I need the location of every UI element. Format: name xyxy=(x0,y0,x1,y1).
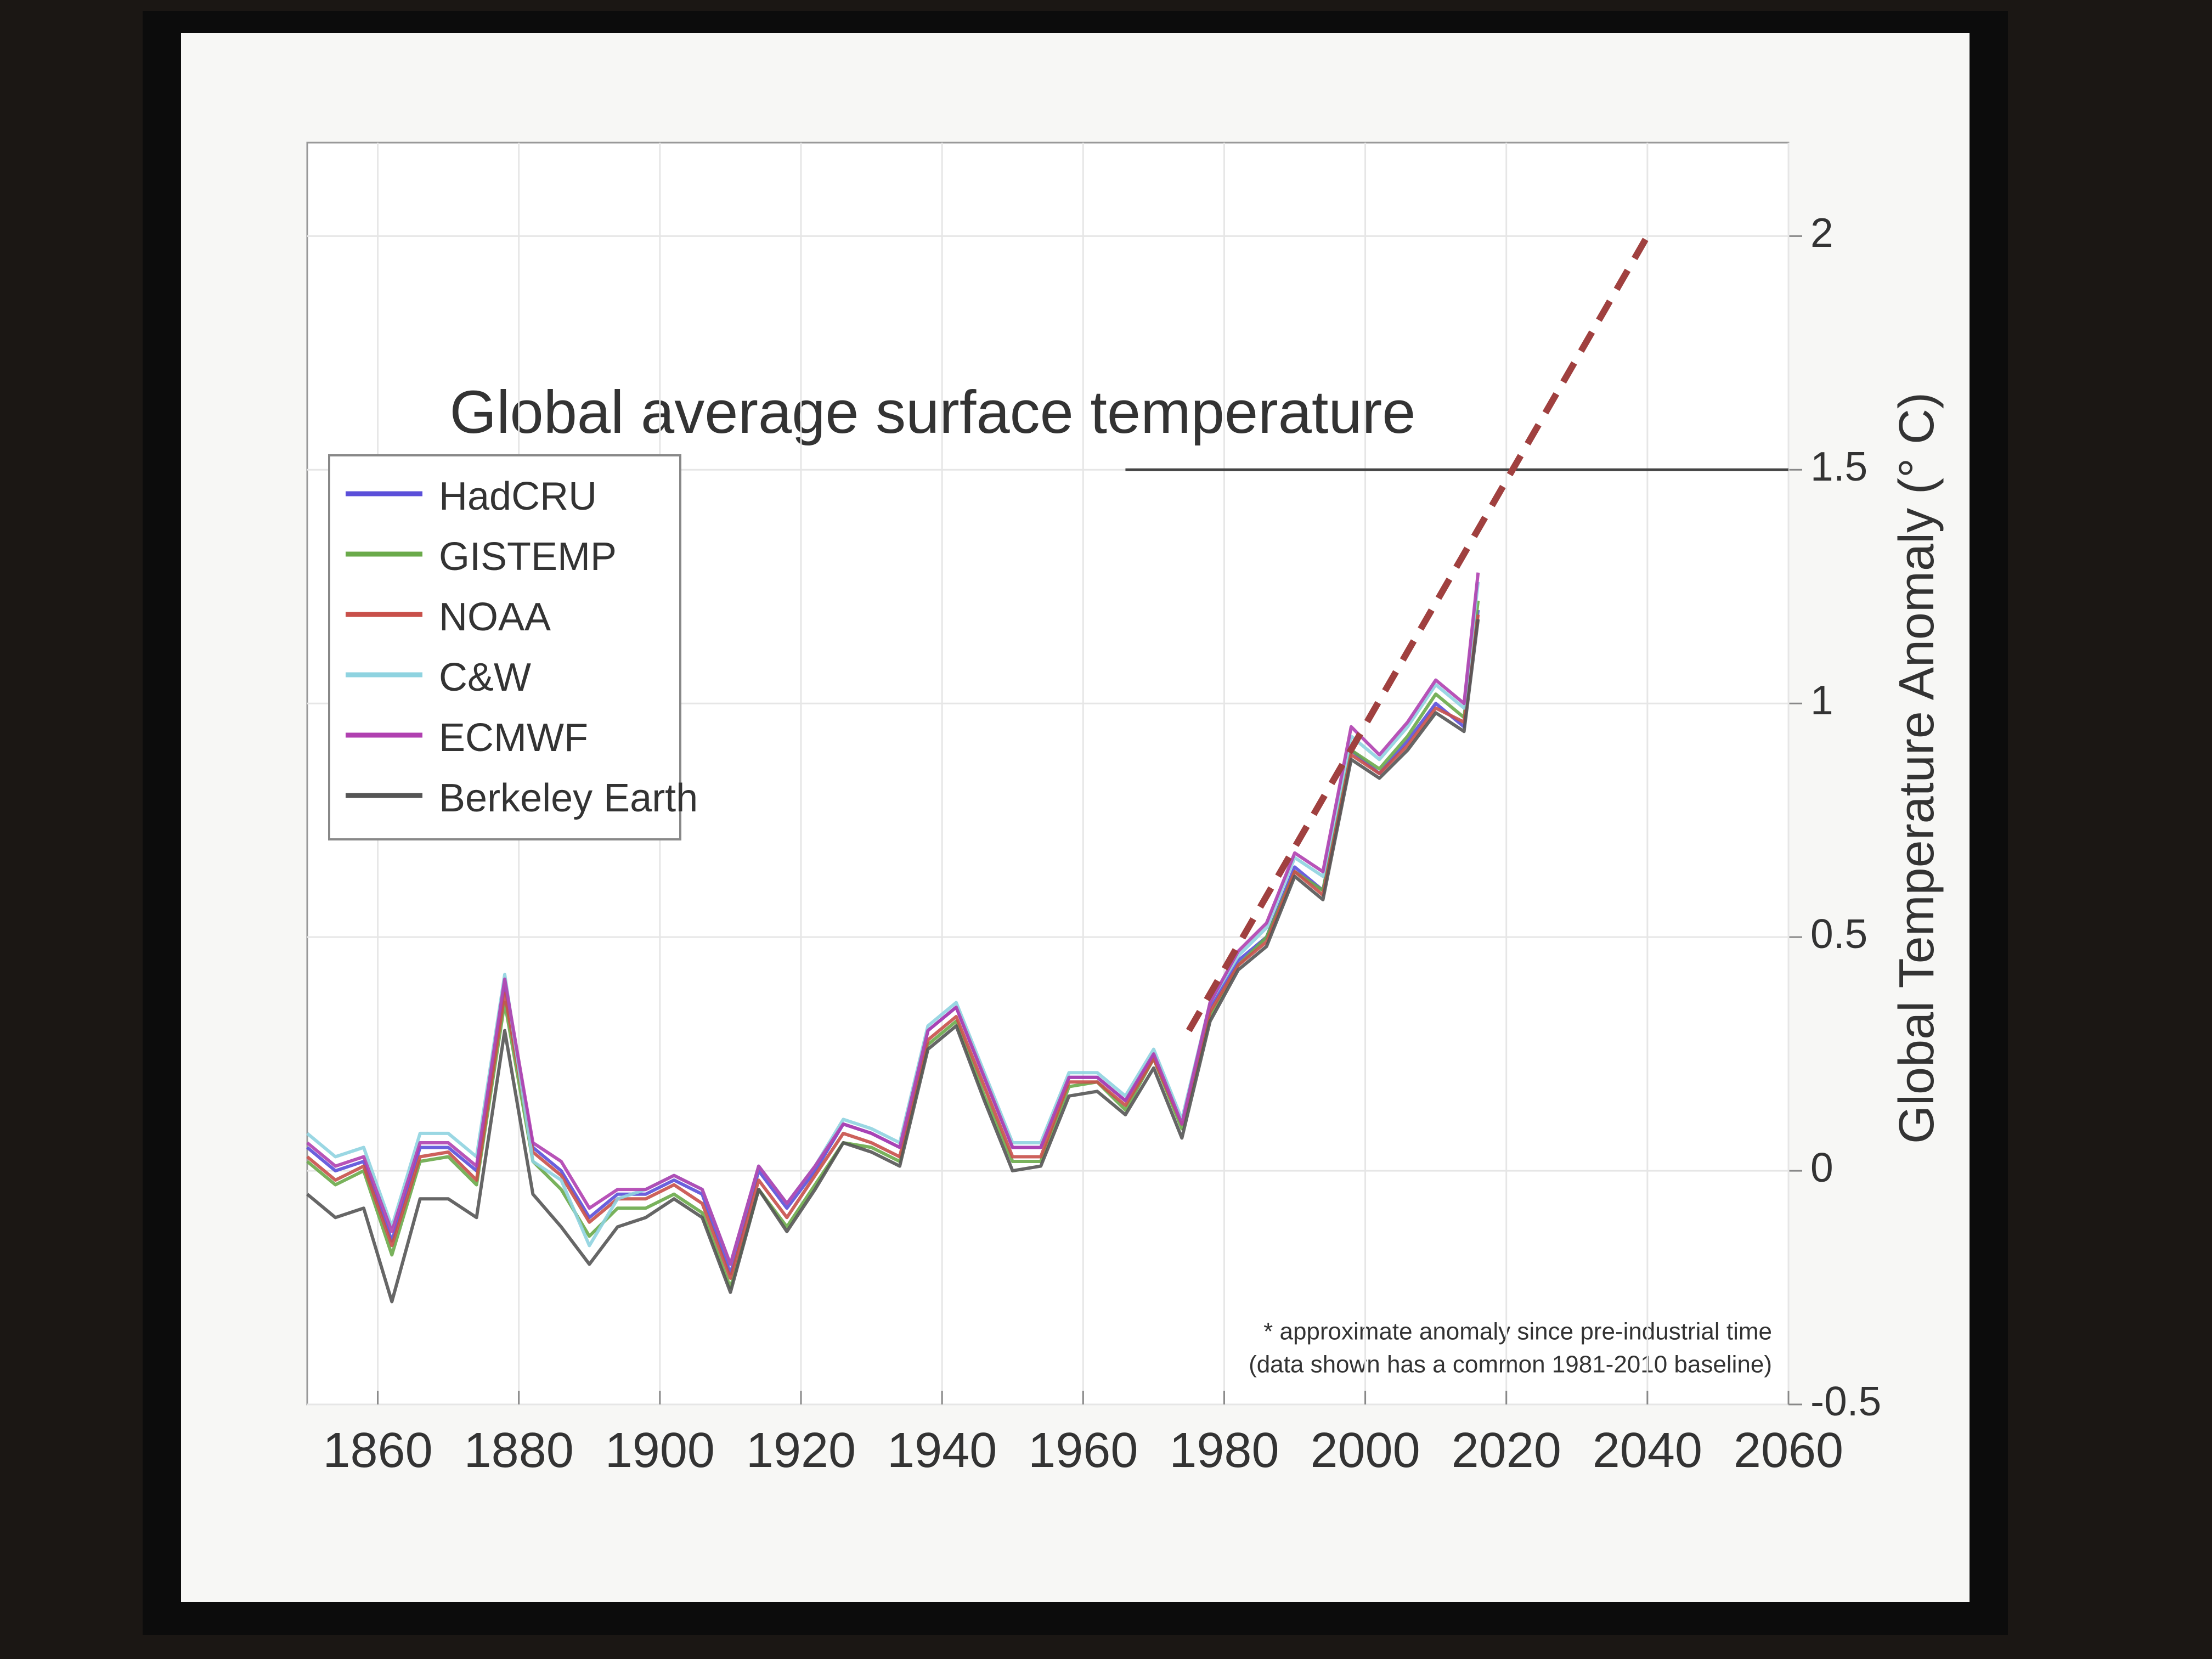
y-tick-label: 1.5 xyxy=(1810,443,1867,489)
x-tick-label: 1980 xyxy=(1169,1423,1279,1478)
legend-label: C&W xyxy=(439,656,531,699)
x-tick-label: 1960 xyxy=(1028,1423,1138,1478)
x-tick-label: 2060 xyxy=(1734,1423,1843,1478)
x-tick-label: 2000 xyxy=(1310,1423,1420,1478)
series-line xyxy=(306,572,1480,1266)
x-tick-label: 1920 xyxy=(746,1423,856,1478)
y-tick-label: 0.5 xyxy=(1810,911,1867,957)
x-tick-label: 2020 xyxy=(1452,1423,1561,1478)
x-tick-label: 1940 xyxy=(887,1423,997,1478)
x-tick-label: 1880 xyxy=(464,1423,574,1478)
chart-title: Global average surface temperature xyxy=(450,379,1416,446)
legend-label: HadCRU xyxy=(439,475,597,518)
y-tick-label: 1 xyxy=(1810,677,1833,723)
y-tick-label: -0.5 xyxy=(1810,1378,1881,1424)
y-tick-label: 2 xyxy=(1810,210,1833,256)
legend-label: NOAA xyxy=(439,595,551,639)
footnote: (data shown has a common 1981-2010 basel… xyxy=(1249,1351,1772,1378)
projection-line xyxy=(1186,234,1651,1032)
series-line xyxy=(306,619,1480,1304)
x-tick-label: 1860 xyxy=(323,1423,432,1478)
y-axis-label: Global Temperature Anomaly (° C) xyxy=(1889,392,1944,1144)
footnote: * approximate anomaly since pre-industri… xyxy=(1263,1318,1772,1345)
y-tick-label: 0 xyxy=(1810,1144,1833,1190)
x-tick-label: 2040 xyxy=(1593,1423,1702,1478)
legend: HadCRU GISTEMP NOAA C&W ECMWF Berkeley Earth xyxy=(328,454,698,840)
x-tick-label: 1900 xyxy=(605,1423,715,1478)
series-line xyxy=(306,614,1480,1280)
legend-box xyxy=(328,454,681,840)
legend-label: GISTEMP xyxy=(439,535,617,579)
legend-label: Berkeley Earth xyxy=(439,776,698,820)
legend-label: ECMWF xyxy=(439,716,588,760)
